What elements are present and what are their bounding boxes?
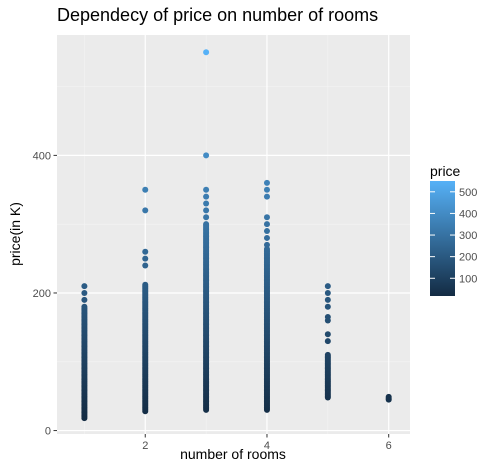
data-point [142, 186, 149, 193]
legend-title: price [430, 163, 461, 179]
data-point [203, 200, 210, 207]
data-point [142, 262, 149, 269]
legend-tick-label: 100 [459, 273, 477, 285]
legend-tick-label: 300 [459, 230, 477, 242]
grid-major-lines [57, 35, 410, 434]
y-tick-label: 0 [45, 426, 51, 438]
data-point [324, 296, 331, 303]
y-axis: 0 200 400 [33, 150, 57, 438]
data-point [324, 289, 331, 296]
data-point [203, 214, 210, 221]
data-point [81, 289, 88, 296]
x-axis: 2 4 6 [142, 434, 392, 452]
data-point [385, 393, 392, 400]
legend-tick-label: 500 [459, 187, 477, 199]
legend: price 100 200 300 400 500 [430, 163, 477, 296]
data-point [203, 49, 210, 56]
data-point [324, 331, 331, 338]
data-point [203, 207, 210, 214]
data-point [263, 228, 270, 235]
plot-panel [57, 35, 410, 434]
data-points [81, 49, 392, 422]
chart-title: Dependecy of price on number of rooms [57, 5, 378, 25]
legend-ticks: 100 200 300 400 500 [430, 187, 477, 285]
data-point [263, 221, 270, 228]
data-point [324, 303, 331, 310]
data-point [263, 186, 270, 193]
x-tick-label: 2 [142, 440, 148, 452]
x-tick-label: 4 [264, 440, 270, 452]
legend-tick-label: 200 [459, 252, 477, 264]
y-tick-label: 200 [33, 288, 51, 300]
data-point [324, 351, 331, 358]
x-axis-title: number of rooms [180, 446, 286, 462]
legend-tick-label: 400 [459, 208, 477, 220]
data-point [263, 234, 270, 241]
x-tick-label: 6 [386, 440, 392, 452]
y-axis-title: price(in K) [7, 202, 23, 266]
data-point [203, 221, 210, 228]
data-point [263, 214, 270, 221]
data-point [142, 255, 149, 262]
data-point [142, 207, 149, 214]
data-point [203, 193, 210, 200]
data-point [263, 245, 270, 252]
data-point [263, 193, 270, 200]
y-tick-label: 400 [33, 150, 51, 162]
data-point [81, 283, 88, 290]
data-point [142, 248, 149, 255]
data-point [81, 296, 88, 303]
data-point [263, 241, 270, 248]
data-point [142, 281, 149, 288]
data-point [324, 338, 331, 345]
data-point [324, 283, 331, 290]
data-point [324, 314, 331, 321]
data-point [81, 303, 88, 310]
data-point [203, 152, 210, 159]
data-point [263, 179, 270, 186]
data-point [203, 186, 210, 193]
legend-colorbar [430, 181, 455, 296]
